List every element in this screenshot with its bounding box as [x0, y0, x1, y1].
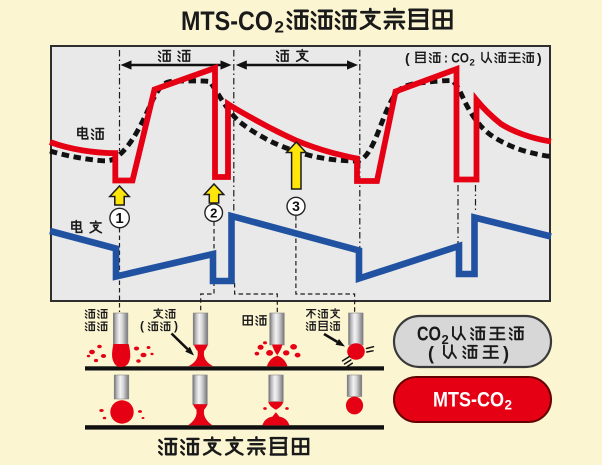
svg-text:CO: CO: [417, 324, 441, 346]
svg-text:): ): [174, 319, 178, 333]
svg-text:): ): [503, 344, 509, 364]
svg-text:(: (: [405, 50, 410, 66]
svg-text:2: 2: [210, 205, 217, 220]
svg-text:2: 2: [470, 58, 475, 69]
svg-text:): ): [537, 50, 542, 66]
svg-text:(: (: [428, 344, 434, 364]
svg-text:2: 2: [275, 18, 284, 37]
svg-text:2: 2: [442, 332, 449, 347]
svg-text:2: 2: [505, 398, 513, 413]
svg-text:(: (: [140, 319, 144, 333]
svg-text:: CO: : CO: [444, 51, 469, 66]
svg-text:MTS-CO: MTS-CO: [181, 6, 273, 36]
svg-text:1: 1: [115, 210, 123, 227]
svg-text:3: 3: [292, 198, 300, 214]
svg-text:MTS-CO: MTS-CO: [433, 389, 504, 412]
